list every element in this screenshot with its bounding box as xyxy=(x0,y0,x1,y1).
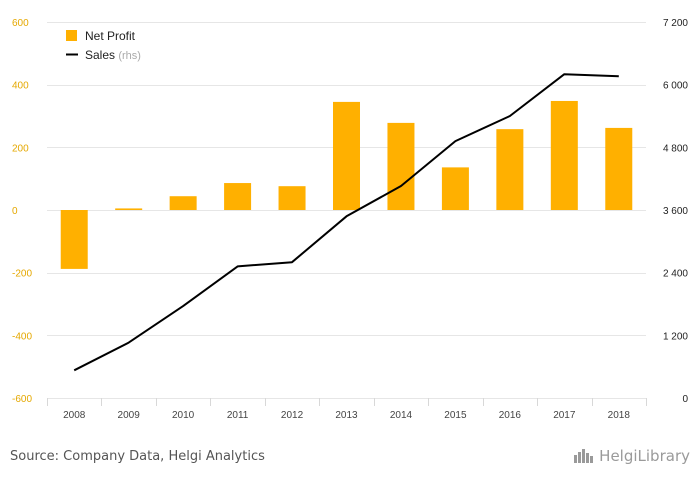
y-left-tick-label: 600 xyxy=(12,18,29,29)
y-right-tick-label: 7 200 xyxy=(663,18,688,29)
bar-net-profit xyxy=(496,129,524,210)
bar-net-profit xyxy=(224,183,252,210)
bar-net-profit xyxy=(278,186,306,210)
y-right-tick-label: 1 200 xyxy=(663,331,688,342)
bar-net-profit xyxy=(333,101,360,210)
legend-label-sales-suffix: (rhs) xyxy=(118,50,141,62)
bar-net-profit xyxy=(550,100,578,210)
legend-swatch-net-profit xyxy=(66,30,77,41)
y-left-tick-label: 200 xyxy=(12,143,29,154)
y-left-tick-label: 400 xyxy=(12,81,29,92)
brand[interactable]: HelgiLibrary xyxy=(574,447,690,465)
y-right-tick-label: 6 000 xyxy=(663,81,688,92)
bar-net-profit xyxy=(441,167,469,210)
brand-name: HelgiLibrary xyxy=(599,447,690,465)
bar-net-profit xyxy=(115,208,143,210)
bar-net-profit xyxy=(169,196,197,210)
y-right-tick-label: 2 400 xyxy=(663,269,688,280)
y-left-tick-label: -600 xyxy=(12,394,32,405)
y-right-tick-label: 4 800 xyxy=(663,143,688,154)
x-tick-label: 2018 xyxy=(608,410,631,421)
legend-label-net-profit: Net Profit xyxy=(85,29,136,43)
y-right-tick-label: 0 xyxy=(682,394,688,405)
x-tick-label: 2009 xyxy=(118,410,141,421)
x-tick-label: 2008 xyxy=(63,410,86,421)
legend-label-sales: Sales (rhs) xyxy=(85,48,141,62)
x-tick-label: 2012 xyxy=(281,410,304,421)
source-note: Source: Company Data, Helgi Analytics xyxy=(10,449,265,464)
bar-net-profit xyxy=(387,122,415,210)
x-tick-label: 2014 xyxy=(390,410,413,421)
legend-label-sales-text: Sales xyxy=(85,48,118,62)
bar-net-profit xyxy=(60,210,88,269)
line-sales xyxy=(73,73,619,372)
y-right-tick-label: 3 600 xyxy=(663,206,688,217)
y-left-tick-label: 0 xyxy=(12,206,18,217)
helgi-logo-icon xyxy=(574,449,594,463)
x-tick-label: 2011 xyxy=(227,410,249,421)
bar-net-profit xyxy=(605,127,633,210)
x-tick-label: 2017 xyxy=(553,410,576,421)
x-tick-label: 2010 xyxy=(172,410,195,421)
x-tick-label: 2013 xyxy=(335,410,358,421)
x-tick-label: 2016 xyxy=(499,410,522,421)
y-left-tick-label: -200 xyxy=(12,269,32,280)
y-left-tick-label: -400 xyxy=(12,331,32,342)
x-tick-label: 2015 xyxy=(444,410,467,421)
